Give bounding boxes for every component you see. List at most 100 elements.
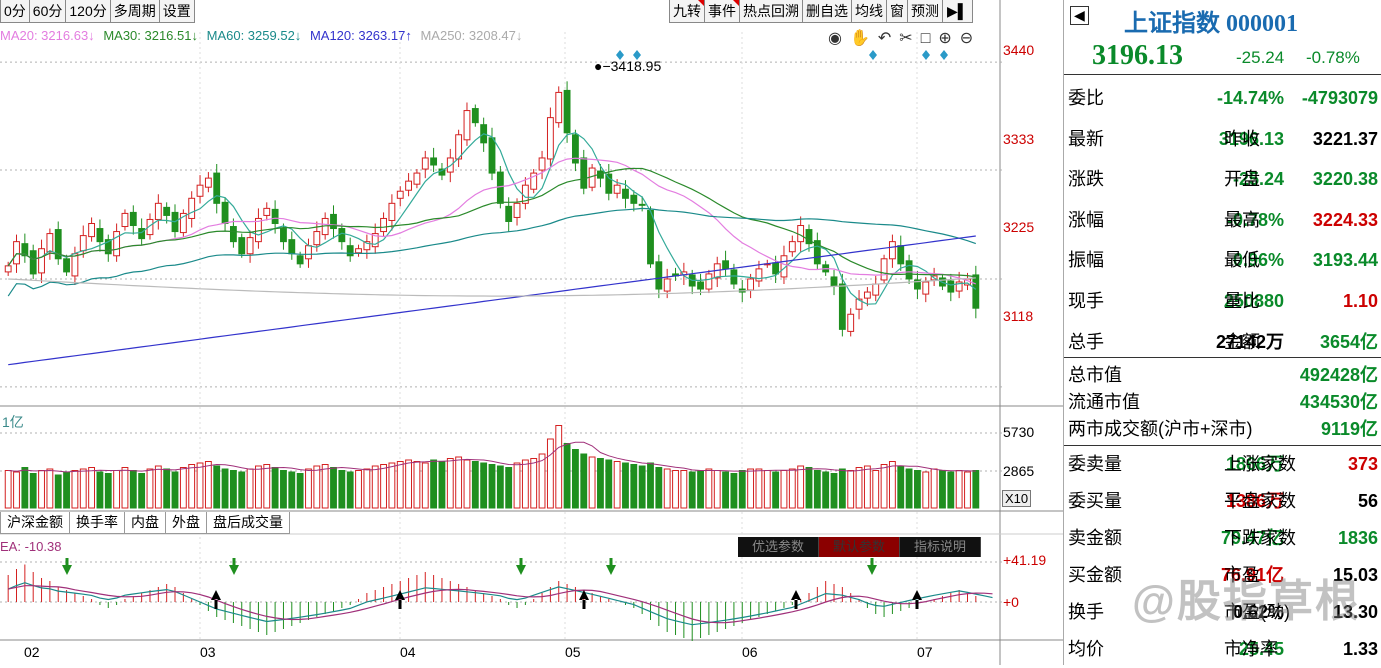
quote-row: 振幅 0.96% 最低 3193.44 (1064, 240, 1381, 281)
candle (872, 283, 880, 296)
market-row: 两市成交额(沪市+深市) 9119亿 (1064, 417, 1381, 441)
volume-bar (229, 470, 237, 509)
current-price: 3196.13 (1092, 40, 1183, 71)
volume-bar (21, 467, 29, 509)
market-row: 流通市值 434530亿 (1064, 390, 1381, 414)
volume-bar (496, 465, 504, 509)
tab-inner[interactable]: 内盘 (124, 512, 166, 534)
candle (496, 171, 504, 204)
hotspot-review-button[interactable]: 热点回溯 (739, 0, 803, 23)
volume-bar (805, 467, 813, 509)
kline-chart[interactable] (0, 0, 1063, 665)
volume-bar (872, 470, 880, 509)
candle (29, 250, 37, 275)
volume-bar (647, 462, 654, 509)
tab-hs-amount[interactable]: 沪深金额 (0, 512, 70, 534)
volume-bar (663, 468, 671, 509)
volume-bar (922, 471, 930, 509)
window-button[interactable]: 窗 (886, 0, 908, 23)
candle (605, 173, 613, 194)
volume-bar (305, 468, 312, 509)
quote-row: 涨幅 -0.78% 最高 3224.33 (1064, 200, 1381, 241)
events-button[interactable]: 事件 (704, 0, 740, 23)
volume-bar (204, 461, 212, 509)
x-label-02: 02 (24, 644, 40, 660)
quote2-value: 1836 (1337, 528, 1378, 548)
period-5min-button[interactable]: 0分 (0, 0, 30, 23)
scissors-icon[interactable]: ✂ (899, 30, 921, 47)
multi-period-button[interactable]: 多周期 (109, 0, 160, 23)
tab-after-hours-volume[interactable]: 盘后成交量 (206, 512, 290, 534)
candle (788, 241, 796, 253)
collapse-panel-icon[interactable]: ▶▌ (942, 0, 973, 23)
ma5-line (7, 132, 977, 305)
zoom-in-icon[interactable]: ⊕ (938, 30, 960, 47)
price-change-pct: -0.78% (1306, 48, 1360, 67)
market-row: 总市值 492428亿 (1064, 363, 1381, 387)
moving-average-button[interactable]: 均线 (851, 0, 887, 23)
candle (622, 188, 629, 199)
volume-bar (29, 473, 37, 509)
volume-bar (413, 461, 421, 509)
period-60min-button[interactable]: 60分 (28, 0, 67, 23)
volume-bar (129, 470, 137, 509)
chart-area[interactable]: 0分 60分 120分 多周期 设置 九转 事件 热点回溯 删自选 均线 窗 预… (0, 0, 1063, 665)
volume-bar (555, 425, 563, 509)
quote-value: 3221.37 (1312, 128, 1378, 149)
undo-icon[interactable]: ↶ (877, 30, 900, 47)
lock-icon[interactable]: □ (920, 30, 939, 47)
period-120min-button[interactable]: 120分 (65, 0, 111, 23)
candle (880, 258, 888, 281)
market-value: 9119亿 (1320, 419, 1378, 439)
quote-value: -0.78% (1226, 209, 1284, 230)
settings-button[interactable]: 设置 (158, 0, 195, 23)
collapse-quote-icon[interactable]: ◀ (1070, 6, 1089, 25)
volume-bar (13, 471, 20, 509)
candle (21, 243, 29, 257)
candle (346, 245, 354, 257)
volume-bar (780, 470, 788, 509)
candle (421, 157, 429, 170)
volume-bar (888, 461, 896, 509)
volume-bar (121, 467, 129, 509)
candle (655, 261, 663, 290)
tab-turnover[interactable]: 换手率 (69, 512, 125, 534)
candle (471, 108, 479, 124)
candle (229, 226, 237, 243)
volume-bar (880, 464, 888, 509)
volume-bar (830, 473, 838, 509)
hand-icon[interactable]: ✋ (849, 30, 878, 47)
candle (897, 245, 905, 265)
default-params-button[interactable]: 默认参数 (819, 537, 901, 557)
nine-turn-button[interactable]: 九转 (669, 0, 705, 23)
tab-outer[interactable]: 外盘 (165, 512, 207, 534)
volume-bar (763, 470, 771, 509)
quote2-value: 1386万 (1225, 491, 1284, 511)
zoom-out-icon[interactable]: ⊖ (959, 30, 982, 47)
candle (363, 241, 371, 251)
quote2-row: 换手 0.62% 市盈(动) 13.30 (1064, 594, 1381, 631)
quote2-value: 15.03 (1332, 565, 1378, 585)
remove-watchlist-button[interactable]: 删自选 (802, 0, 852, 23)
eye-icon[interactable]: ◉ (828, 30, 850, 47)
quote2-value: 79.47亿 (1220, 528, 1284, 548)
volume-bar (580, 453, 588, 509)
optimal-params-button[interactable]: 优选参数 (738, 537, 820, 557)
indicator-help-button[interactable]: 指标说明 (900, 537, 982, 557)
candle (905, 260, 913, 280)
forecast-button[interactable]: 预测 (907, 0, 943, 23)
quote2-label: 换手 (1068, 602, 1104, 622)
candle (113, 231, 121, 257)
candle (4, 265, 12, 273)
volume-bar (346, 471, 354, 509)
volume-bar (480, 462, 488, 509)
candle (330, 213, 337, 230)
indicator-tabs: 沪深金额 换手率 内盘 外盘 盘后成交量 (0, 512, 290, 534)
left-toolbar: 0分 60分 120分 多周期 设置 (0, 0, 195, 24)
volume-bar (930, 468, 938, 509)
volume-bar (271, 467, 279, 509)
ma20-legend: MA20: 3216.63↓ (0, 28, 95, 43)
volume-bar (363, 468, 371, 509)
candle (546, 117, 554, 160)
macd-dif-line (7, 582, 993, 626)
